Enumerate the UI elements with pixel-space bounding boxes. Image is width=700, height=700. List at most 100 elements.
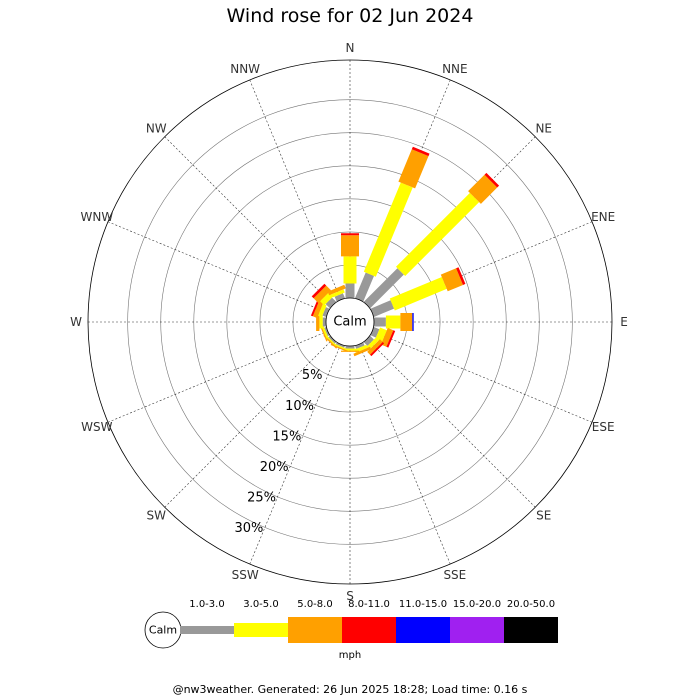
direction-label-se: SE: [536, 509, 551, 523]
bar-wsw-5.0-8.0: [319, 324, 328, 342]
bar-nw-8.0-11.0: [311, 283, 327, 299]
direction-label-nne: NNE: [442, 62, 468, 76]
direction-label-wsw: WSW: [81, 420, 112, 434]
direction-label-sse: SSE: [443, 568, 466, 582]
direction-label-wnw: WNW: [80, 210, 113, 224]
legend-swatch-8.0-11.0: [342, 617, 396, 643]
bar-sse-1.0-3.0: [355, 342, 365, 349]
bar-ene-8.0-11.0: [456, 267, 466, 285]
legend-label-8.0-11.0: 8.0-11.0: [348, 599, 390, 610]
bar-se-8.0-11.0: [370, 342, 385, 357]
spoke-nnw: [249, 79, 342, 300]
bar-ese-5.0-8.0: [380, 327, 394, 347]
bar-ese-8.0-11.0: [386, 330, 396, 348]
radial-tick-2: 10%: [285, 399, 314, 414]
bar-ssw-3.0-5.0: [333, 343, 346, 350]
legend-label-1.0-3.0: 1.0-3.0: [189, 599, 224, 610]
legend-label-15.0-20.0: 15.0-20.0: [453, 599, 501, 610]
bar-w-3.0-5.0: [319, 315, 323, 329]
spoke-sse: [358, 344, 451, 565]
legend-swatch-1.0-3.0: [180, 626, 234, 634]
bar-wnw-1.0-3.0: [322, 307, 330, 317]
bar-s-5.0-8.0: [341, 350, 359, 352]
radial-tick-labels: 5% 10% 15% 20% 25% 30%: [234, 368, 322, 536]
grid-ring: [259, 231, 441, 413]
bar-nw-1.0-3.0: [325, 297, 337, 309]
bar-se-3.0-5.0: [366, 338, 379, 351]
bar-n-5.0-8.0: [341, 235, 359, 257]
bar-nne-3.0-5.0: [363, 182, 413, 277]
bar-ese-1.0-3.0: [370, 327, 380, 338]
spoke-ese: [372, 330, 593, 423]
bar-n-1.0-3.0: [345, 283, 355, 298]
bar-e-1.0-3.0: [374, 317, 386, 327]
legend-label-5.0-8.0: 5.0-8.0: [297, 599, 332, 610]
bar-se-5.0-8.0: [367, 339, 383, 355]
bar-wnw-8.0-11.0: [310, 298, 320, 317]
bar-nnw-5.0-8.0: [327, 284, 346, 296]
grid-ring: [226, 198, 474, 446]
bar-s-3.0-5.0: [343, 348, 357, 351]
bar-ssw-1.0-3.0: [335, 342, 345, 348]
bar-nne-1.0-3.0: [355, 272, 374, 302]
footer-text: @nw3weather. Generated: 26 Jun 2025 18:2…: [172, 683, 528, 696]
bar-s-1.0-3.0: [345, 346, 355, 349]
radial-tick-5: 25%: [247, 490, 276, 505]
bar-wnw-5.0-8.0: [312, 299, 324, 319]
bar-nne-8.0-11.0: [411, 146, 430, 157]
grid-ring: [127, 99, 573, 545]
bar-e-5.0-8.0: [400, 313, 413, 331]
bar-e-11.0-15.0: [412, 313, 414, 331]
polar-grid: [87, 59, 613, 585]
bar-ne-5.0-8.0: [468, 174, 498, 204]
direction-labels: N NNE NE ENE E ESE SE SSE S SSW SW WSW W WNW NW NNW: [70, 41, 628, 603]
direction-label-nw: NW: [146, 121, 167, 135]
calm-center: Calm: [325, 297, 375, 347]
speed-legend: Calm 1.0-3.0 3.0-5.0 5.0-8.0 8.0-11.0 11.0-15…: [144, 599, 558, 661]
direction-label-ssw: SSW: [232, 568, 259, 582]
direction-label-w: W: [70, 315, 82, 329]
legend-swatch-5.0-8.0: [288, 617, 342, 643]
bar-nw-3.0-5.0: [320, 292, 334, 306]
bar-wnw-3.0-5.0: [318, 303, 327, 318]
legend-swatch-3.0-5.0: [234, 623, 288, 637]
bar-sse-5.0-8.0: [353, 346, 371, 357]
direction-label-ne: NE: [535, 121, 552, 135]
bar-e-3.0-5.0: [385, 315, 401, 329]
bar-sw-3.0-5.0: [326, 335, 337, 346]
calm-label: Calm: [333, 315, 366, 330]
calm-circle: [325, 297, 375, 347]
bar-w-1.0-3.0: [322, 317, 326, 327]
spoke-wnw: [107, 221, 328, 314]
direction-label-e: E: [620, 315, 628, 329]
direction-label-n: N: [346, 41, 355, 55]
radial-tick-4: 20%: [260, 460, 289, 475]
direction-label-ene: ENE: [591, 210, 615, 224]
legend-unit: mph: [339, 650, 361, 661]
chart-title: Wind rose for 02 Jun 2024: [226, 5, 474, 27]
bar-se-1.0-3.0: [363, 335, 374, 346]
bar-ene-1.0-3.0: [370, 300, 395, 317]
legend-swatch-15.0-20.0: [450, 617, 504, 643]
spoke-ssw: [249, 344, 342, 565]
bar-wsw-3.0-5.0: [321, 326, 329, 339]
legend-calm-label: Calm: [149, 624, 177, 637]
bar-ne-8.0-11.0: [484, 172, 500, 188]
bar-nne-5.0-8.0: [398, 149, 429, 189]
direction-label-ese: ESE: [592, 420, 615, 434]
direction-label-sw: SW: [147, 509, 167, 523]
direction-label-nnw: NNW: [230, 62, 260, 76]
bar-n-8.0-11.0: [341, 233, 359, 236]
bar-ne-1.0-3.0: [363, 268, 404, 309]
bar-nnw-3.0-5.0: [331, 289, 345, 298]
radial-tick-6: 30%: [234, 521, 263, 536]
bar-nw-5.0-8.0: [313, 285, 331, 303]
radial-tick-1: 5%: [302, 368, 323, 383]
bar-ene-5.0-8.0: [440, 268, 463, 292]
bar-ene-3.0-5.0: [389, 277, 447, 311]
legend-label-3.0-5.0: 3.0-5.0: [243, 599, 278, 610]
legend-label-20.0-50.0: 20.0-50.0: [507, 599, 555, 610]
radial-tick-3: 15%: [272, 429, 301, 444]
legend-label-11.0-15.0: 11.0-15.0: [399, 599, 447, 610]
